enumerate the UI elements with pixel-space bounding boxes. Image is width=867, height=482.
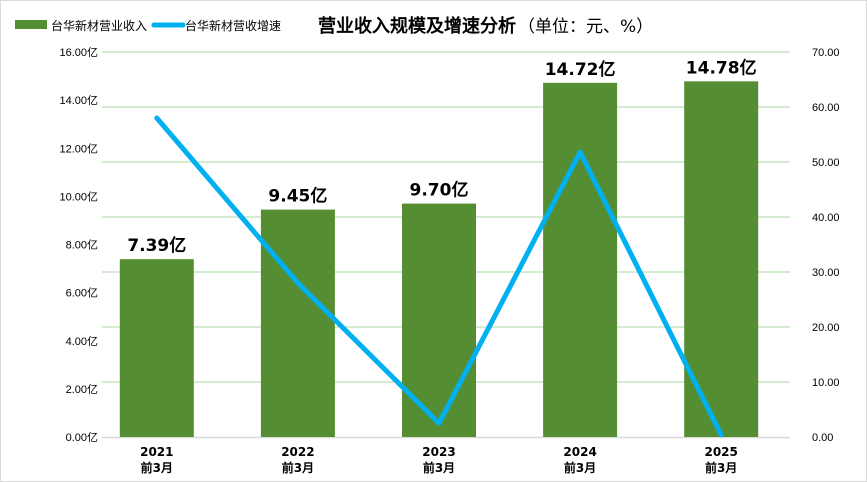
x-tick-label: 前3月 xyxy=(423,460,455,475)
bar xyxy=(543,82,618,438)
x-tick-label: 前3月 xyxy=(705,460,737,475)
y-left-tick: 14.00亿 xyxy=(59,94,98,107)
x-tick-label: 2024 xyxy=(563,445,596,459)
y-right-tick: 70.00 xyxy=(812,47,840,59)
x-tick-label: 前3月 xyxy=(141,460,173,475)
data-label: 9.70亿 xyxy=(410,180,469,201)
y-left-tick: 8.00亿 xyxy=(66,239,98,252)
legend: 台华新材营业收入 台华新材营收增速 xyxy=(15,18,281,33)
y-left-tick: 16.00亿 xyxy=(59,46,98,59)
y-right-tick: 60.00 xyxy=(812,102,840,114)
bar xyxy=(684,81,759,437)
y-left-tick: 0.00亿 xyxy=(66,431,98,444)
y-right-tick: 50.00 xyxy=(812,157,840,169)
x-tick-label: 前3月 xyxy=(564,460,596,475)
bar xyxy=(260,209,335,437)
chart-title: 营业收入规模及增速分析 xyxy=(318,15,516,37)
y-left-tick: 6.00亿 xyxy=(66,287,98,300)
bar xyxy=(402,203,476,437)
y-left-tick: 2.00亿 xyxy=(66,383,98,396)
y-left-tick: 4.00亿 xyxy=(66,335,98,348)
legend-bar-label: 台华新材营业收入 xyxy=(51,18,147,33)
y-right-tick: 40.00 xyxy=(812,212,840,224)
legend-bar-swatch xyxy=(15,20,47,29)
x-tick-label: 2021 xyxy=(140,445,173,459)
y-right-tick: 10.00 xyxy=(812,377,840,389)
y-right-tick: 20.00 xyxy=(812,322,840,334)
y-right-tick: 0.00 xyxy=(812,432,833,444)
chart-unit-note: （单位：元、%） xyxy=(518,17,653,37)
legend-line-label: 台华新材营收增速 xyxy=(185,18,281,33)
y-left-tick: 10.00亿 xyxy=(59,190,98,203)
y-left-tick: 12.00亿 xyxy=(59,142,98,155)
y-right-tick: 30.00 xyxy=(812,267,840,279)
x-tick-label: 2025 xyxy=(704,445,737,459)
data-label: 7.39亿 xyxy=(127,235,186,256)
x-tick-label: 2023 xyxy=(422,445,455,459)
x-tick-label: 2022 xyxy=(281,445,314,459)
data-label: 14.72亿 xyxy=(545,59,616,80)
data-label: 14.78亿 xyxy=(686,57,757,78)
bar xyxy=(119,259,194,437)
data-label: 9.45亿 xyxy=(268,186,327,207)
x-tick-label: 前3月 xyxy=(282,460,314,475)
